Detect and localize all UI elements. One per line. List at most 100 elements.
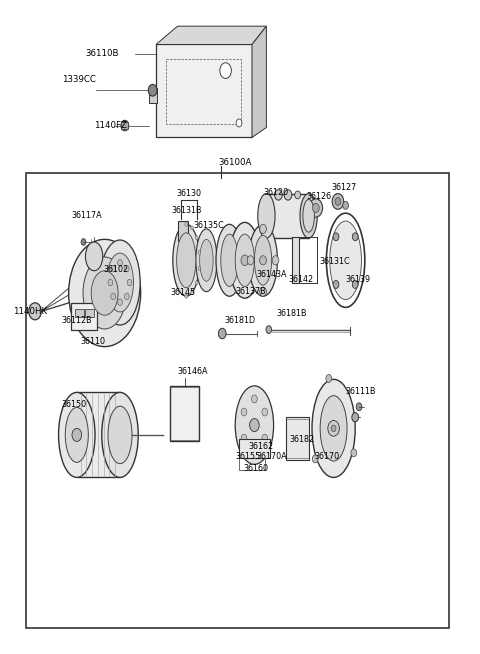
Ellipse shape: [102, 392, 138, 477]
Ellipse shape: [91, 271, 118, 315]
Text: 1339CC: 1339CC: [62, 75, 96, 84]
Ellipse shape: [200, 239, 213, 281]
Ellipse shape: [85, 242, 103, 271]
Ellipse shape: [83, 257, 126, 329]
Circle shape: [284, 190, 292, 200]
Circle shape: [191, 226, 193, 230]
Text: 36126: 36126: [306, 192, 331, 201]
Text: 1140FZ: 1140FZ: [94, 121, 126, 130]
Circle shape: [81, 239, 86, 245]
Polygon shape: [252, 26, 266, 137]
Bar: [292, 237, 299, 283]
Circle shape: [241, 434, 247, 442]
Circle shape: [332, 194, 344, 209]
Text: 36170A: 36170A: [257, 452, 288, 461]
Bar: [75, 309, 84, 317]
Ellipse shape: [59, 392, 95, 477]
Ellipse shape: [177, 233, 196, 288]
Ellipse shape: [173, 224, 200, 296]
Circle shape: [260, 224, 266, 233]
Text: 36112B: 36112B: [61, 316, 92, 325]
Circle shape: [118, 299, 122, 305]
Circle shape: [326, 375, 332, 383]
Circle shape: [343, 201, 348, 209]
Text: 36135C: 36135C: [194, 221, 225, 230]
Ellipse shape: [216, 224, 243, 296]
Ellipse shape: [254, 235, 272, 285]
Circle shape: [356, 403, 362, 411]
Ellipse shape: [300, 194, 317, 238]
Circle shape: [295, 191, 300, 199]
Ellipse shape: [249, 224, 277, 296]
Circle shape: [328, 421, 339, 436]
Circle shape: [121, 120, 129, 131]
Text: 36181B: 36181B: [276, 309, 307, 318]
Circle shape: [275, 190, 282, 200]
Ellipse shape: [235, 386, 274, 464]
Circle shape: [352, 413, 359, 422]
Text: 36181D: 36181D: [225, 316, 256, 325]
Text: 36130: 36130: [177, 189, 202, 198]
Circle shape: [312, 455, 318, 463]
Circle shape: [195, 236, 198, 240]
Circle shape: [148, 84, 157, 96]
Circle shape: [247, 256, 254, 265]
Text: 36110B: 36110B: [85, 49, 119, 58]
Circle shape: [185, 222, 188, 226]
Circle shape: [241, 255, 249, 266]
Circle shape: [260, 287, 266, 296]
Ellipse shape: [303, 199, 314, 232]
Ellipse shape: [312, 379, 355, 477]
Bar: [170, 386, 199, 441]
Circle shape: [351, 449, 357, 456]
Text: 36143A: 36143A: [256, 270, 287, 279]
Bar: [26, 173, 449, 628]
Circle shape: [262, 408, 268, 416]
Bar: [239, 458, 265, 470]
Circle shape: [195, 281, 198, 284]
Circle shape: [111, 293, 116, 300]
Bar: [77, 392, 120, 477]
Text: 36146A: 36146A: [178, 367, 208, 376]
Ellipse shape: [69, 239, 141, 347]
Text: 1140HK: 1140HK: [13, 307, 47, 316]
Ellipse shape: [221, 234, 238, 286]
Bar: [71, 303, 97, 330]
Circle shape: [266, 326, 272, 334]
Text: 36182: 36182: [289, 435, 314, 444]
Circle shape: [335, 198, 341, 205]
Bar: [85, 309, 94, 317]
Circle shape: [127, 279, 132, 286]
Circle shape: [252, 447, 257, 455]
Circle shape: [198, 250, 201, 254]
Circle shape: [220, 63, 231, 78]
Bar: [166, 59, 241, 124]
Ellipse shape: [107, 253, 133, 312]
Text: 36100A: 36100A: [218, 158, 252, 167]
Text: 36110: 36110: [81, 337, 106, 346]
Text: 36127: 36127: [331, 182, 357, 192]
Text: 36131C: 36131C: [319, 257, 350, 266]
Circle shape: [236, 119, 242, 127]
Circle shape: [124, 293, 129, 300]
Circle shape: [198, 266, 201, 270]
Text: 36117A: 36117A: [71, 211, 102, 220]
Ellipse shape: [65, 407, 88, 462]
Text: 36160: 36160: [244, 464, 269, 473]
Bar: [149, 88, 157, 103]
Circle shape: [352, 281, 358, 288]
Circle shape: [72, 428, 82, 441]
Circle shape: [312, 203, 319, 213]
Text: 36137B: 36137B: [235, 286, 266, 296]
Polygon shape: [156, 44, 252, 137]
Circle shape: [118, 260, 122, 266]
Circle shape: [272, 256, 279, 265]
Text: 36170: 36170: [315, 452, 340, 461]
Circle shape: [185, 294, 188, 298]
Circle shape: [218, 328, 226, 339]
Circle shape: [250, 419, 259, 432]
Text: 36111B: 36111B: [346, 387, 376, 396]
Ellipse shape: [229, 222, 260, 298]
Text: 36139: 36139: [346, 275, 371, 284]
Circle shape: [352, 233, 358, 241]
